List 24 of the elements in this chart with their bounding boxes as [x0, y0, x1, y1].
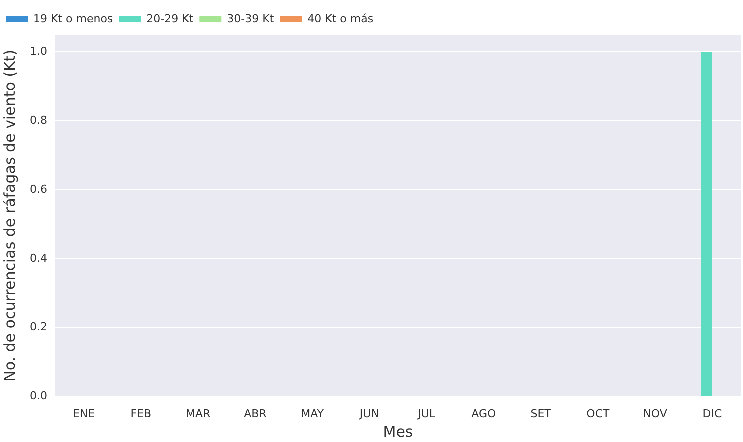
- y-tick-label: 1.0: [30, 45, 48, 58]
- x-tick-label: AGO: [472, 407, 497, 420]
- x-tick-label: MAR: [186, 407, 211, 420]
- y-tick-label: 0.8: [30, 114, 48, 127]
- y-tick-label: 0.0: [30, 390, 48, 403]
- y-tick-label: 0.2: [30, 320, 48, 334]
- legend-label: 20-29 Kt: [146, 12, 194, 26]
- x-axis-title: Mes: [383, 422, 414, 441]
- x-tick-label: JUL: [417, 407, 436, 420]
- y-tick-label: 0.4: [30, 252, 48, 265]
- x-tick-label: SET: [530, 407, 552, 420]
- legend-label: 19 Kt o menos: [34, 12, 114, 26]
- x-tick-label: FEB: [130, 407, 152, 420]
- x-tick-label: OCT: [586, 407, 610, 420]
- x-tick-label: ABR: [244, 407, 268, 420]
- x-tick-label: NOV: [643, 407, 668, 420]
- x-tick-label: MAY: [301, 407, 324, 420]
- x-tick-label: JUN: [358, 407, 380, 420]
- legend-label: 30-39 Kt: [227, 12, 275, 26]
- x-tick-label: DIC: [702, 407, 722, 420]
- y-axis-title: No. de ocurrencias de ráfagas de viento (Kt): [0, 50, 19, 382]
- y-tick-label: 0.6: [30, 182, 48, 196]
- x-tick-label: ENE: [72, 407, 96, 420]
- legend-label: 40 Kt o más: [308, 12, 374, 26]
